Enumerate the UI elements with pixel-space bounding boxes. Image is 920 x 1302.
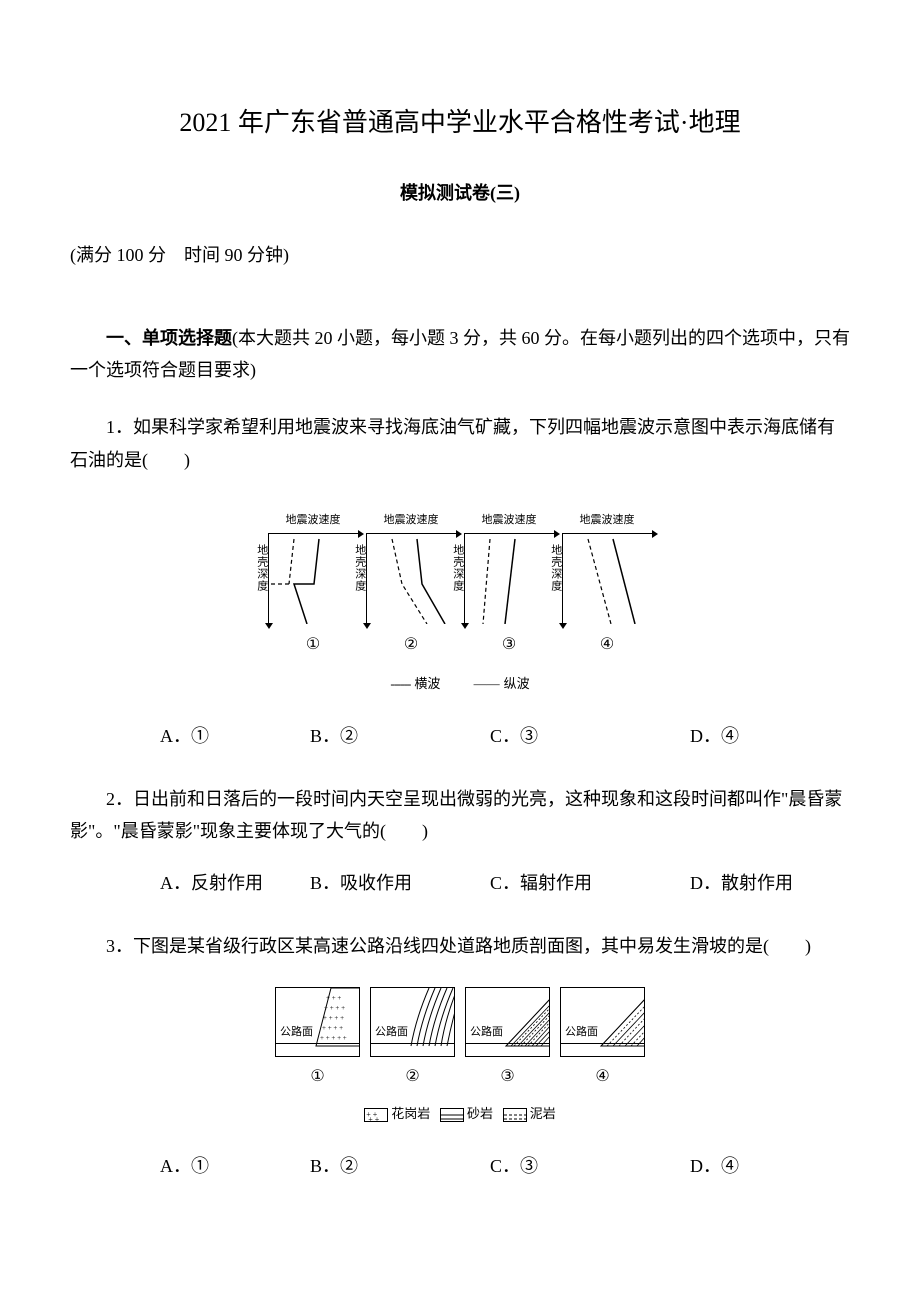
legend-sandstone: 砂岩	[467, 1106, 493, 1121]
seismic-panel-2: 地震波速度 地壳深度 ②	[366, 511, 456, 660]
svg-text:+ + + + +: + + + + +	[320, 1034, 347, 1042]
geo-panel-4: 公路面 ④	[560, 987, 645, 1092]
svg-text:+ + + +: + + + +	[323, 1014, 344, 1022]
legend-sandstone-icon	[440, 1108, 464, 1122]
geo-panel-3: 公路面 ③	[465, 987, 550, 1092]
q3-opt-c: C．③	[490, 1150, 690, 1182]
q1-opt-b: B．②	[310, 720, 490, 752]
q1-opt-d: D．④	[690, 720, 739, 752]
q3-opt-a: A．①	[160, 1150, 310, 1182]
q2-opt-c: C．辐射作用	[490, 867, 690, 899]
question-2: 2．日出前和日落后的一段时间内天空呈现出微弱的光亮，这种现象和这段时间都叫作"晨…	[70, 783, 850, 848]
section-1-heading: 一、单项选择题(本大题共 20 小题，每小题 3 分，共 60 分。在每小题列出…	[70, 322, 850, 387]
seismic-panel-4: 地震波速度 地壳深度 ④	[562, 511, 652, 660]
q1-options: A．① B．② C．③ D．④	[70, 720, 850, 752]
legend-mudstone-icon	[503, 1108, 527, 1122]
svg-text:+ + + +: + + + +	[322, 1024, 343, 1032]
seismic-panel-1: 地震波速度 地壳深度 ①	[268, 511, 358, 660]
q2-opt-a: A．反射作用	[160, 867, 310, 899]
q1-opt-c: C．③	[490, 720, 690, 752]
section-1-bold: 一、单项选择题	[106, 328, 232, 348]
geology-diagram: + + + + + + + + + + + + + + + + + + + + …	[70, 987, 850, 1125]
svg-text:+ + + +: + + + +	[324, 1004, 345, 1012]
q2-opt-b: B．吸收作用	[310, 867, 490, 899]
q3-options: A．① B．② C．③ D．④	[70, 1150, 850, 1182]
legend-granite-icon: + + + +	[364, 1108, 388, 1122]
geo-panel-1: + + + + + + + + + + + + + + + + + + + + …	[275, 987, 360, 1092]
legend-mudstone: 泥岩	[530, 1106, 556, 1121]
q2-options: A．反射作用 B．吸收作用 C．辐射作用 D．散射作用	[70, 867, 850, 899]
q2-opt-d: D．散射作用	[690, 867, 793, 899]
q3-opt-b: B．②	[310, 1150, 490, 1182]
legend-granite: 花岗岩	[391, 1106, 430, 1121]
seismic-panel-3: 地震波速度 地壳深度 ③	[464, 511, 554, 660]
exam-meta: (满分 100 分 时间 90 分钟)	[70, 239, 850, 271]
question-3: 3．下图是某省级行政区某高速公路沿线四处道路地质剖面图，其中易发生滑坡的是( )	[70, 930, 850, 962]
seismic-diagram: 地震波速度 地壳深度 ①地震波速度 地壳深度 ②地震波速度 地壳深度 ③地震波速…	[70, 501, 850, 695]
question-1: 1．如果科学家希望利用地震波来寻找海底油气矿藏，下列四幅地震波示意图中表示海底储…	[70, 411, 850, 476]
exam-subtitle: 模拟测试卷(三)	[70, 177, 850, 209]
svg-text:+ + +: + + +	[326, 994, 341, 1002]
q1-opt-a: A．①	[160, 720, 310, 752]
q3-opt-d: D．④	[690, 1150, 739, 1182]
legend-swave: ------ 横波	[390, 672, 440, 695]
legend-pwave: —— 纵波	[474, 672, 530, 695]
geo-panel-2: 公路面 ②	[370, 987, 455, 1092]
exam-title: 2021 年广东省普通高中学业水平合格性考试·地理	[70, 100, 850, 147]
